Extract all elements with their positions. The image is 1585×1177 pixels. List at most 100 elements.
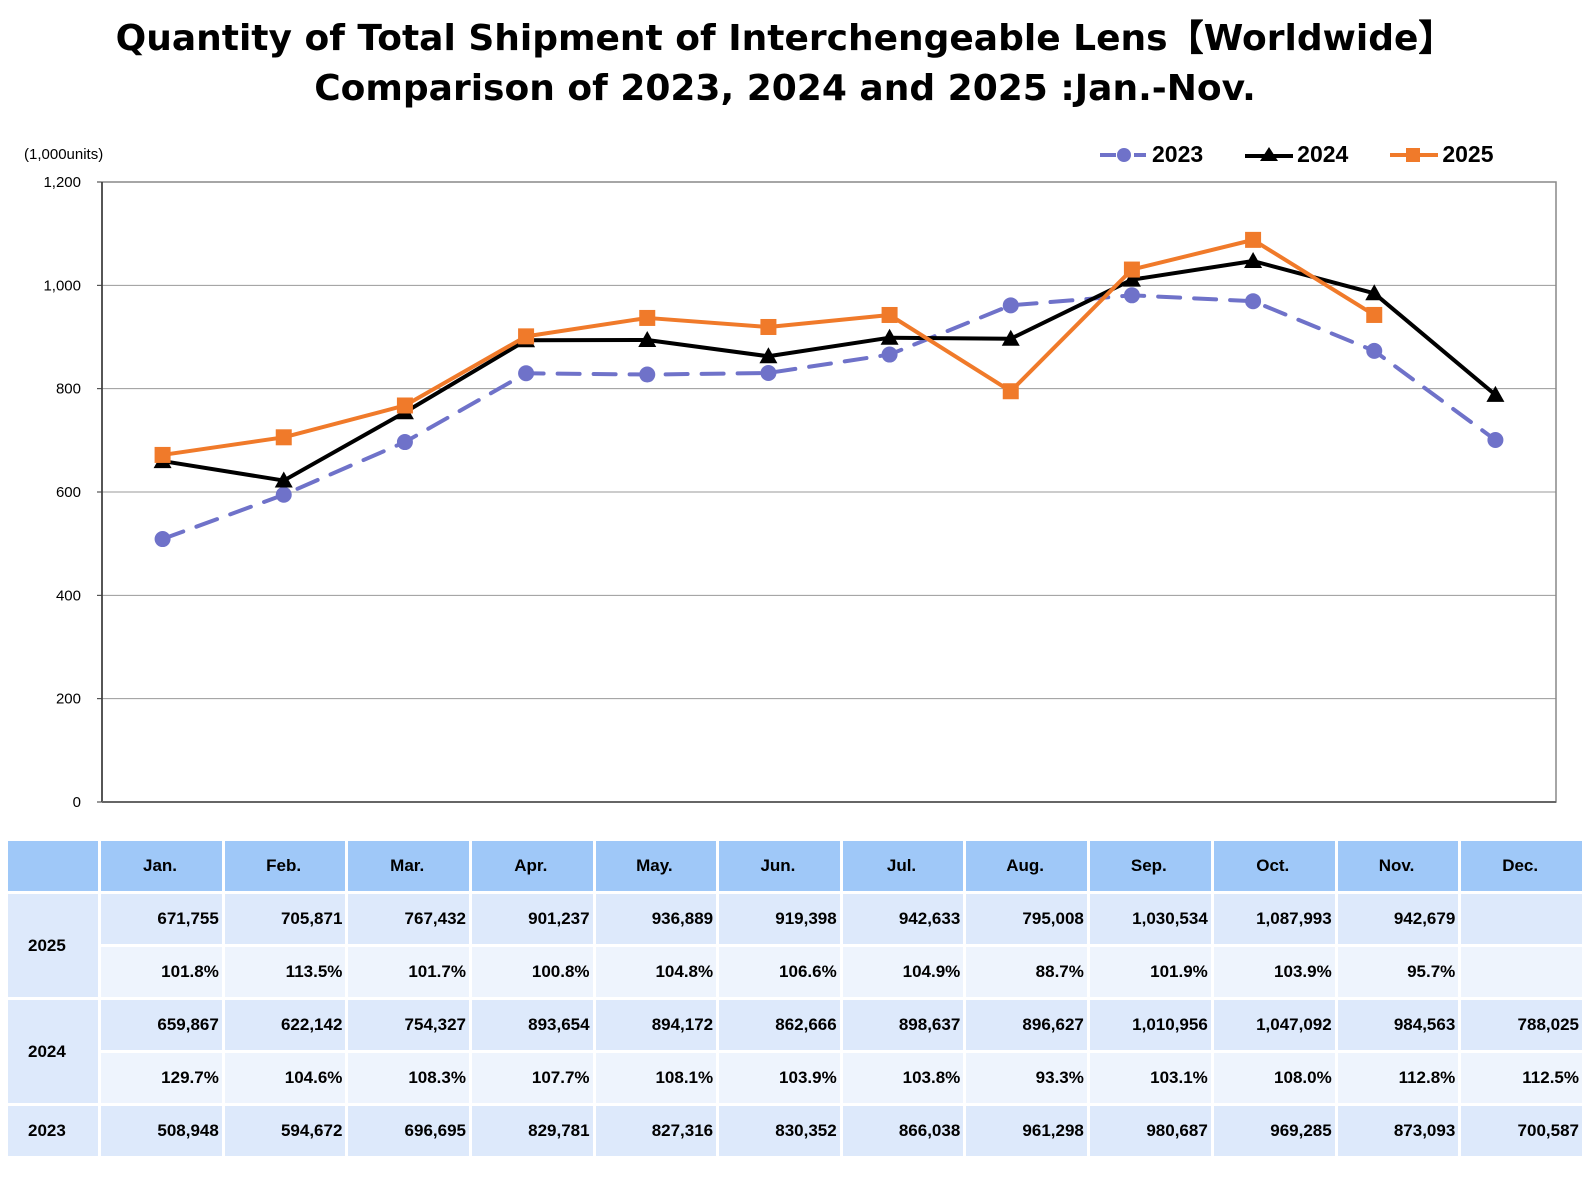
data-table: Jan. Feb. Mar. Apr. May. Jun. Jul. Aug. Sep. Oct.… <box>5 838 1585 1159</box>
table-percent-cell: 107.7% <box>471 1053 593 1103</box>
table-value-cell: 969,285 <box>1213 1106 1335 1156</box>
series-line-2024 <box>162 259 1497 483</box>
table-header-cell: Jan. <box>101 841 222 891</box>
table-value-cell: 754,327 <box>348 1000 469 1050</box>
table-value-cell: 873,093 <box>1337 1106 1459 1156</box>
legend-marker-triangle-icon <box>1245 146 1294 161</box>
y-axis-ticks: 0 200 400 600 800 1,000 1,200 <box>43 174 81 811</box>
data-point-2023 <box>154 531 171 548</box>
table-value-cell: 919,398 <box>719 894 840 944</box>
table-header-cell: Apr. <box>471 841 593 891</box>
table-percent-cell: 88.7% <box>966 947 1087 997</box>
table-percent-cell: 104.8% <box>595 947 717 997</box>
table-value-cell: 508,948 <box>101 1106 222 1156</box>
table-value-cell: 942,679 <box>1337 894 1459 944</box>
legend-marker-circle-icon <box>1100 147 1146 162</box>
y-tick-label: 400 <box>56 587 81 604</box>
data-point-2023 <box>396 434 413 451</box>
table-year-label: 2025 <box>8 894 99 997</box>
data-point-2023 <box>1002 297 1019 314</box>
table-value-cell: 984,563 <box>1337 1000 1459 1050</box>
table-value-cell: 961,298 <box>966 1106 1087 1156</box>
table-value-cell: 1,047,092 <box>1213 1000 1335 1050</box>
table-header-cell: May. <box>595 841 717 891</box>
table-header-corner <box>8 841 99 891</box>
table-percent-cell: 103.9% <box>719 1053 840 1103</box>
table-percent-cell: 93.3% <box>966 1053 1087 1103</box>
legend: 2023 2024 2025 <box>1098 141 1534 168</box>
table-value-cell: 1,010,956 <box>1089 1000 1211 1050</box>
table-header-cell: Jul. <box>842 841 964 891</box>
table-percent-cell: 108.0% <box>1213 1053 1335 1103</box>
table-row-percent: 129.7% 104.6% 108.3% 107.7% 108.1% 103.9% 103.… <box>8 1053 1582 1103</box>
data-point-2023 <box>1487 432 1504 449</box>
table-value-cell: 830,352 <box>719 1106 840 1156</box>
table-year-label: 2023 <box>8 1106 99 1156</box>
y-tick-label: 1,000 <box>43 277 81 294</box>
table-header-cell: Dec. <box>1461 841 1582 891</box>
table-header-cell: Oct. <box>1213 841 1335 891</box>
table-value-cell: 659,867 <box>101 1000 222 1050</box>
table-header-cell: Feb. <box>224 841 346 891</box>
table-percent-cell: 112.5% <box>1461 1053 1582 1103</box>
table-percent-cell: 103.8% <box>842 1053 964 1103</box>
table-value-cell: 894,172 <box>595 1000 717 1050</box>
data-point-2025 <box>518 328 535 345</box>
data-point-2024 <box>1122 270 1141 287</box>
y-tick-label: 0 <box>73 794 81 811</box>
table-value-cell: 893,654 <box>471 1000 593 1050</box>
table-percent-cell: 100.8% <box>471 947 593 997</box>
data-point-2024 <box>1244 252 1263 269</box>
table-percent-cell: 104.9% <box>842 947 964 997</box>
table-value-cell: 696,695 <box>348 1106 469 1156</box>
data-point-2025 <box>396 397 413 414</box>
table-year-label: 2024 <box>8 1000 99 1103</box>
table-header-cell: Aug. <box>966 841 1087 891</box>
table-percent-cell: 101.8% <box>101 947 222 997</box>
table-value-cell: 898,637 <box>842 1000 964 1050</box>
legend-label-2023: 2023 <box>1152 141 1204 167</box>
data-point-2024 <box>880 328 899 345</box>
data-point-2023 <box>1123 287 1140 304</box>
table-row-values: 2023 508,948 594,672 696,695 829,781 827,316 8… <box>8 1106 1582 1156</box>
table-value-cell: 1,030,534 <box>1089 894 1211 944</box>
table-percent-cell <box>1461 947 1582 997</box>
legend-item-2023: 2023 <box>1098 141 1203 168</box>
table-value-cell: 829,781 <box>471 1106 593 1156</box>
table-value-cell: 896,627 <box>966 1000 1087 1050</box>
table-value-cell: 942,633 <box>842 894 964 944</box>
table-percent-cell: 108.3% <box>348 1053 469 1103</box>
chart-title-line-1: Quantity of Total Shipment of Intercheng… <box>115 18 1455 59</box>
table-percent-cell: 101.7% <box>348 947 469 997</box>
y-tick-label: 800 <box>56 381 81 398</box>
table-value-cell: 622,142 <box>224 1000 346 1050</box>
table-percent-cell: 113.5% <box>224 947 346 997</box>
table-percent-cell: 129.7% <box>101 1053 222 1103</box>
data-point-2025 <box>760 318 777 335</box>
table-row-values: 2024 659,867 622,142 754,327 893,654 894,172 8… <box>8 1000 1582 1103</box>
legend-item-2024: 2024 <box>1243 141 1348 168</box>
data-point-2023 <box>1245 293 1262 310</box>
table-percent-cell: 112.8% <box>1337 1053 1459 1103</box>
table-value-cell: 594,672 <box>224 1106 346 1156</box>
data-point-2025 <box>881 306 898 323</box>
table-value-cell: 671,755 <box>101 894 222 944</box>
table-value-cell: 788,025 <box>1461 1000 1582 1050</box>
data-point-2023 <box>275 486 292 503</box>
table-row-percent: 101.8% 113.5% 101.7% 100.8% 104.8% 106.6% 104.… <box>8 947 1582 997</box>
y-tick-label: 1,200 <box>43 174 81 191</box>
series-markers <box>153 231 1505 548</box>
legend-item-2025: 2025 <box>1388 141 1494 168</box>
series-line-2023 <box>160 293 1498 542</box>
data-point-2024 <box>1365 284 1384 301</box>
table-value-cell: 700,587 <box>1461 1106 1582 1156</box>
line-chart: 0 200 400 600 800 1,000 1,200 <box>43 174 1557 811</box>
data-point-2023 <box>760 364 777 381</box>
data-point-2023 <box>518 365 535 382</box>
data-point-2024 <box>759 347 778 364</box>
legend-label-2024: 2024 <box>1297 141 1349 167</box>
table-header-row: Jan. Feb. Mar. Apr. May. Jun. Jul. Aug. Sep. Oct.… <box>8 841 1582 891</box>
table-header-cell: Mar. <box>348 841 469 891</box>
table-value-cell: 862,666 <box>719 1000 840 1050</box>
table-percent-cell: 101.9% <box>1089 947 1211 997</box>
